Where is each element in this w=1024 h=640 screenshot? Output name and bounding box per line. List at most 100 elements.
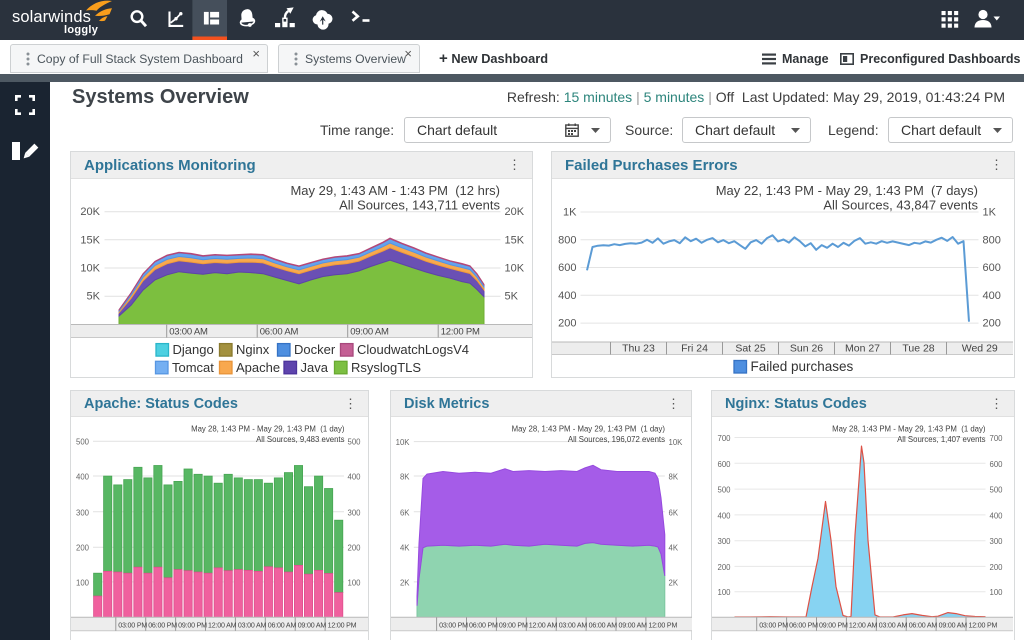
- svg-text:12:00 PM: 12:00 PM: [328, 621, 357, 629]
- svg-text:03:00 PM: 03:00 PM: [439, 621, 468, 629]
- svg-text:2K: 2K: [400, 578, 410, 587]
- svg-text:10K: 10K: [396, 438, 411, 447]
- svg-text:4K: 4K: [669, 544, 679, 553]
- svg-text:500: 500: [990, 486, 1004, 495]
- svg-text:03:00 PM: 03:00 PM: [759, 621, 788, 629]
- svg-text:06:00 AM: 06:00 AM: [260, 326, 299, 337]
- svg-text:All Sources, 43,847 events: All Sources, 43,847 events: [823, 198, 978, 213]
- svg-text:09:00 PM: 09:00 PM: [819, 621, 848, 629]
- svg-text:700: 700: [717, 434, 731, 443]
- svg-text:CloudwatchLogsV4: CloudwatchLogsV4: [357, 342, 469, 357]
- svg-text:03:00 AM: 03:00 AM: [238, 621, 267, 629]
- svg-text:Sun 26: Sun 26: [790, 342, 823, 354]
- svg-text:Docker: Docker: [294, 342, 336, 357]
- svg-text:May 28, 1:43 PM - May 29, 1:43: May 28, 1:43 PM - May 29, 1:43 PM (1 day…: [832, 425, 986, 434]
- svg-text:400: 400: [717, 511, 731, 520]
- svg-text:400: 400: [983, 290, 1001, 302]
- svg-text:6K: 6K: [400, 508, 410, 517]
- svg-text:09:00 AM: 09:00 AM: [619, 621, 648, 629]
- svg-text:03:00 AM: 03:00 AM: [169, 326, 208, 337]
- svg-text:May 28, 1:43 PM - May 29, 1:43: May 28, 1:43 PM - May 29, 1:43 PM (1 day…: [191, 425, 345, 434]
- svg-text:Django: Django: [173, 342, 214, 357]
- svg-text:Nginx: Nginx: [236, 342, 270, 357]
- svg-text:All Sources, 196,072 events: All Sources, 196,072 events: [568, 435, 665, 444]
- svg-text:Fri 24: Fri 24: [681, 342, 708, 354]
- svg-text:Tue 28: Tue 28: [902, 342, 934, 354]
- svg-text:700: 700: [990, 434, 1004, 443]
- svg-text:300: 300: [76, 508, 90, 517]
- svg-text:May 29, 1:43 AM - 1:43 PM (12: May 29, 1:43 AM - 1:43 PM (12 hrs): [290, 183, 500, 198]
- svg-text:600: 600: [983, 262, 1001, 274]
- svg-text:300: 300: [990, 537, 1004, 546]
- svg-text:20K: 20K: [505, 206, 525, 218]
- svg-text:5K: 5K: [505, 291, 519, 303]
- svg-text:06:00 PM: 06:00 PM: [789, 621, 818, 629]
- svg-text:5K: 5K: [87, 291, 101, 303]
- svg-text:100: 100: [348, 578, 362, 587]
- svg-text:Tomcat: Tomcat: [172, 360, 214, 375]
- svg-text:09:00 PM: 09:00 PM: [178, 621, 207, 629]
- svg-text:12:00 PM: 12:00 PM: [441, 326, 480, 337]
- svg-text:12:00 PM: 12:00 PM: [969, 621, 998, 629]
- svg-text:400: 400: [558, 290, 576, 302]
- svg-text:03:00 AM: 03:00 AM: [879, 621, 908, 629]
- svg-text:09:00 AM: 09:00 AM: [298, 621, 327, 629]
- svg-text:12:00 PM: 12:00 PM: [648, 621, 677, 629]
- svg-text:Sat 25: Sat 25: [735, 342, 766, 354]
- svg-text:09:00 AM: 09:00 AM: [350, 326, 389, 337]
- svg-text:8K: 8K: [400, 473, 410, 482]
- svg-text:200: 200: [558, 318, 576, 330]
- svg-text:Java: Java: [301, 360, 329, 375]
- svg-text:6K: 6K: [669, 508, 679, 517]
- svg-text:100: 100: [76, 578, 90, 587]
- svg-text:Failed purchases: Failed purchases: [751, 359, 854, 374]
- svg-text:May 22, 1:43 PM - May 29, 1:43: May 22, 1:43 PM - May 29, 1:43 PM (7 day…: [716, 183, 978, 198]
- svg-text:800: 800: [983, 234, 1001, 246]
- svg-text:03:00 AM: 03:00 AM: [559, 621, 588, 629]
- svg-text:200: 200: [76, 544, 90, 553]
- svg-text:15K: 15K: [80, 234, 100, 246]
- svg-text:12:00 AM: 12:00 AM: [529, 621, 558, 629]
- svg-text:500: 500: [348, 438, 362, 447]
- svg-text:06:00 AM: 06:00 AM: [268, 621, 297, 629]
- svg-text:Thu 23: Thu 23: [622, 342, 655, 354]
- svg-text:400: 400: [76, 473, 90, 482]
- svg-text:All Sources, 143,711 events: All Sources, 143,711 events: [339, 198, 500, 213]
- svg-text:600: 600: [990, 460, 1004, 469]
- svg-text:500: 500: [717, 486, 731, 495]
- svg-text:09:00 AM: 09:00 AM: [939, 621, 968, 629]
- svg-text:1K: 1K: [983, 207, 997, 219]
- svg-text:8K: 8K: [669, 473, 679, 482]
- svg-text:100: 100: [717, 588, 731, 597]
- svg-text:200: 200: [717, 563, 731, 572]
- svg-text:RsyslogTLS: RsyslogTLS: [351, 360, 421, 375]
- svg-text:Mon 27: Mon 27: [845, 342, 880, 354]
- svg-text:09:00 PM: 09:00 PM: [499, 621, 528, 629]
- svg-text:May 28, 1:43 PM - May 29, 1:43: May 28, 1:43 PM - May 29, 1:43 PM (1 day…: [512, 425, 666, 434]
- svg-text:Apache: Apache: [236, 360, 280, 375]
- svg-text:2K: 2K: [669, 578, 679, 587]
- svg-text:10K: 10K: [505, 263, 525, 275]
- svg-text:600: 600: [558, 262, 576, 274]
- svg-text:300: 300: [717, 537, 731, 546]
- svg-text:15K: 15K: [505, 234, 525, 246]
- svg-text:100: 100: [990, 588, 1004, 597]
- svg-text:12:00 AM: 12:00 AM: [849, 621, 878, 629]
- svg-text:10K: 10K: [80, 263, 100, 275]
- svg-text:400: 400: [348, 473, 362, 482]
- svg-text:All Sources, 1,407 events: All Sources, 1,407 events: [897, 435, 986, 444]
- svg-text:500: 500: [76, 438, 90, 447]
- svg-text:200: 200: [990, 563, 1004, 572]
- svg-text:200: 200: [983, 318, 1001, 330]
- svg-text:10K: 10K: [669, 438, 684, 447]
- svg-text:06:00 AM: 06:00 AM: [589, 621, 618, 629]
- svg-text:06:00 AM: 06:00 AM: [909, 621, 938, 629]
- svg-text:12:00 AM: 12:00 AM: [208, 621, 237, 629]
- svg-text:All Sources, 9,483 events: All Sources, 9,483 events: [256, 435, 345, 444]
- svg-text:06:00 PM: 06:00 PM: [148, 621, 177, 629]
- svg-text:03:00 PM: 03:00 PM: [118, 621, 147, 629]
- svg-text:1K: 1K: [563, 207, 577, 219]
- svg-text:400: 400: [990, 511, 1004, 520]
- svg-text:800: 800: [558, 234, 576, 246]
- svg-text:300: 300: [348, 508, 362, 517]
